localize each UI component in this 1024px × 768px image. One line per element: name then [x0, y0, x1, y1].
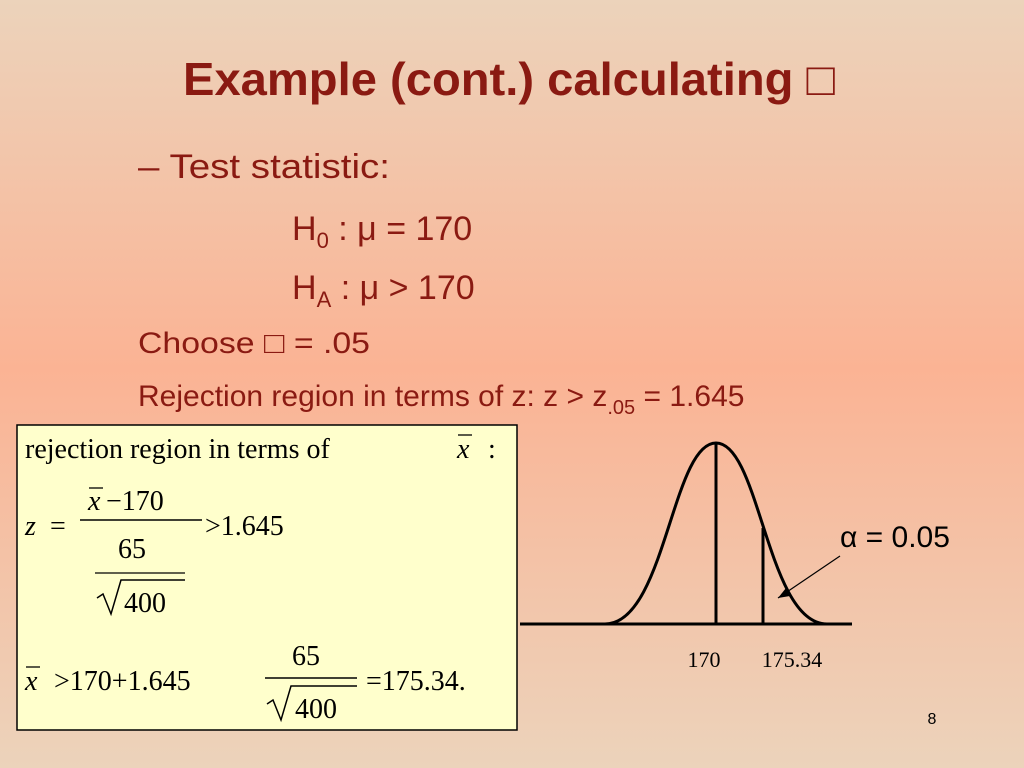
arrow-head: [778, 588, 790, 598]
text: : μ > 170: [331, 269, 474, 307]
normal-curve-figure: α = 0.05 170 175.34: [520, 441, 950, 672]
slide-title: Example (cont.) calculating □: [183, 53, 835, 105]
rejection-z: Rejection region in terms of z: z > z.05…: [138, 380, 744, 419]
text: Rejection region in terms of z: z > z: [138, 380, 607, 413]
equals: =: [50, 511, 66, 542]
subscript: A: [317, 287, 332, 312]
choose-alpha: Choose □ = .05: [138, 327, 370, 360]
formula-box: [16, 424, 518, 731]
subscript: 0: [317, 228, 329, 253]
colon: :: [488, 434, 496, 465]
symbol: H: [292, 269, 317, 307]
heading: rejection region in terms of: [25, 434, 330, 465]
page-number: 8: [928, 711, 937, 728]
radicand: 400: [295, 694, 337, 725]
numerator: 65: [292, 641, 320, 672]
sqrt: [96, 579, 185, 617]
var: x: [456, 434, 470, 465]
lhs: >170+1.645: [54, 666, 191, 697]
alpha-label: α = 0.05: [840, 521, 950, 554]
text: : μ = 170: [329, 210, 472, 248]
denominator: 65: [118, 534, 146, 565]
radicand: 400: [124, 588, 166, 619]
bullet: – Test statistic:: [138, 148, 390, 186]
arrow: [777, 555, 841, 599]
formulas: rejection region in terms of x : z = x −…: [24, 434, 496, 725]
hypothesis-null: H0 : μ = 170: [292, 210, 472, 253]
hypothesis-alt: HA : μ > 170: [292, 269, 475, 312]
sqrt: [266, 685, 357, 723]
subscript: .05: [607, 397, 635, 419]
mean-label: 170: [688, 647, 721, 672]
symbol: H: [292, 210, 317, 248]
numerator: −170: [106, 486, 164, 517]
text: = 1.645: [635, 380, 744, 413]
rhs: =175.34.: [366, 666, 466, 697]
cutoff-label: 175.34: [762, 647, 823, 672]
rhs: >1.645: [205, 511, 284, 542]
var: x: [24, 666, 38, 697]
var: x: [87, 486, 101, 517]
z: z: [24, 511, 36, 542]
